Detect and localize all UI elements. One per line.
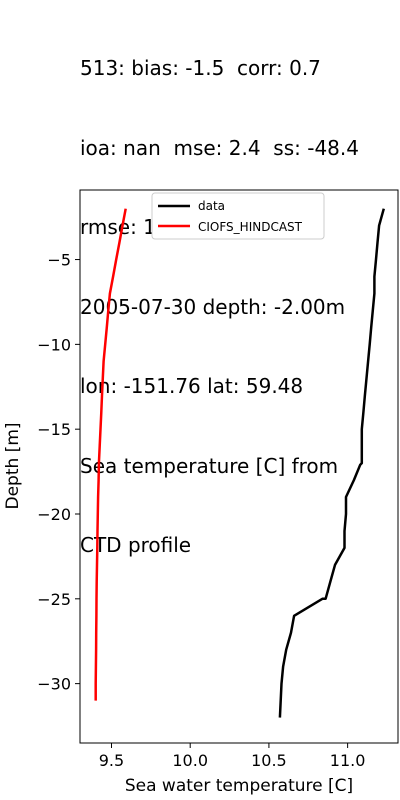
- title-line-6: Sea temperature [C] from: [80, 453, 339, 478]
- y-tick-label: −10: [37, 335, 71, 354]
- title-line-5: lon: -151.76 lat: 59.48: [80, 374, 304, 398]
- x-axis-label: Sea water temperature [C]: [125, 776, 353, 796]
- series-group: [94, 208, 386, 718]
- plot-frame: [79, 189, 399, 744]
- x-tick-label: 11.0: [330, 751, 366, 770]
- series-line-data: [278, 208, 386, 718]
- legend-label-data: data: [198, 199, 225, 213]
- y-tick-label: −30: [37, 675, 71, 694]
- legend: data CIOFS_HINDCAST: [151, 192, 325, 240]
- x-tick-label: 10.5: [251, 751, 287, 770]
- title-line-1: 513: bias: -1.5 corr: 0.7: [80, 56, 321, 80]
- tick-group: 9.5 10.0 10.5 11.0 −5 −10 −15 −20 −25 −30: [37, 251, 365, 770]
- title-line-4: 2005-07-30 depth: -2.00m: [80, 294, 346, 319]
- legend-box: [151, 192, 325, 240]
- y-tick-label: −25: [37, 590, 71, 609]
- title-line-2: ioa: nan mse: 2.4 ss: -48.4: [80, 135, 359, 160]
- y-tick-label: −20: [37, 505, 71, 524]
- x-tick-label: 10.0: [172, 751, 208, 770]
- y-axis-label: Depth [m]: [3, 422, 23, 509]
- y-tick-label: −15: [37, 420, 71, 439]
- x-tick-label: 9.5: [99, 751, 124, 770]
- y-tick-label: −5: [47, 251, 71, 270]
- series-line-ciofs-hindcast: [94, 208, 127, 701]
- title-line-7: CTD profile: [80, 533, 192, 557]
- legend-label-model: CIOFS_HINDCAST: [198, 220, 303, 234]
